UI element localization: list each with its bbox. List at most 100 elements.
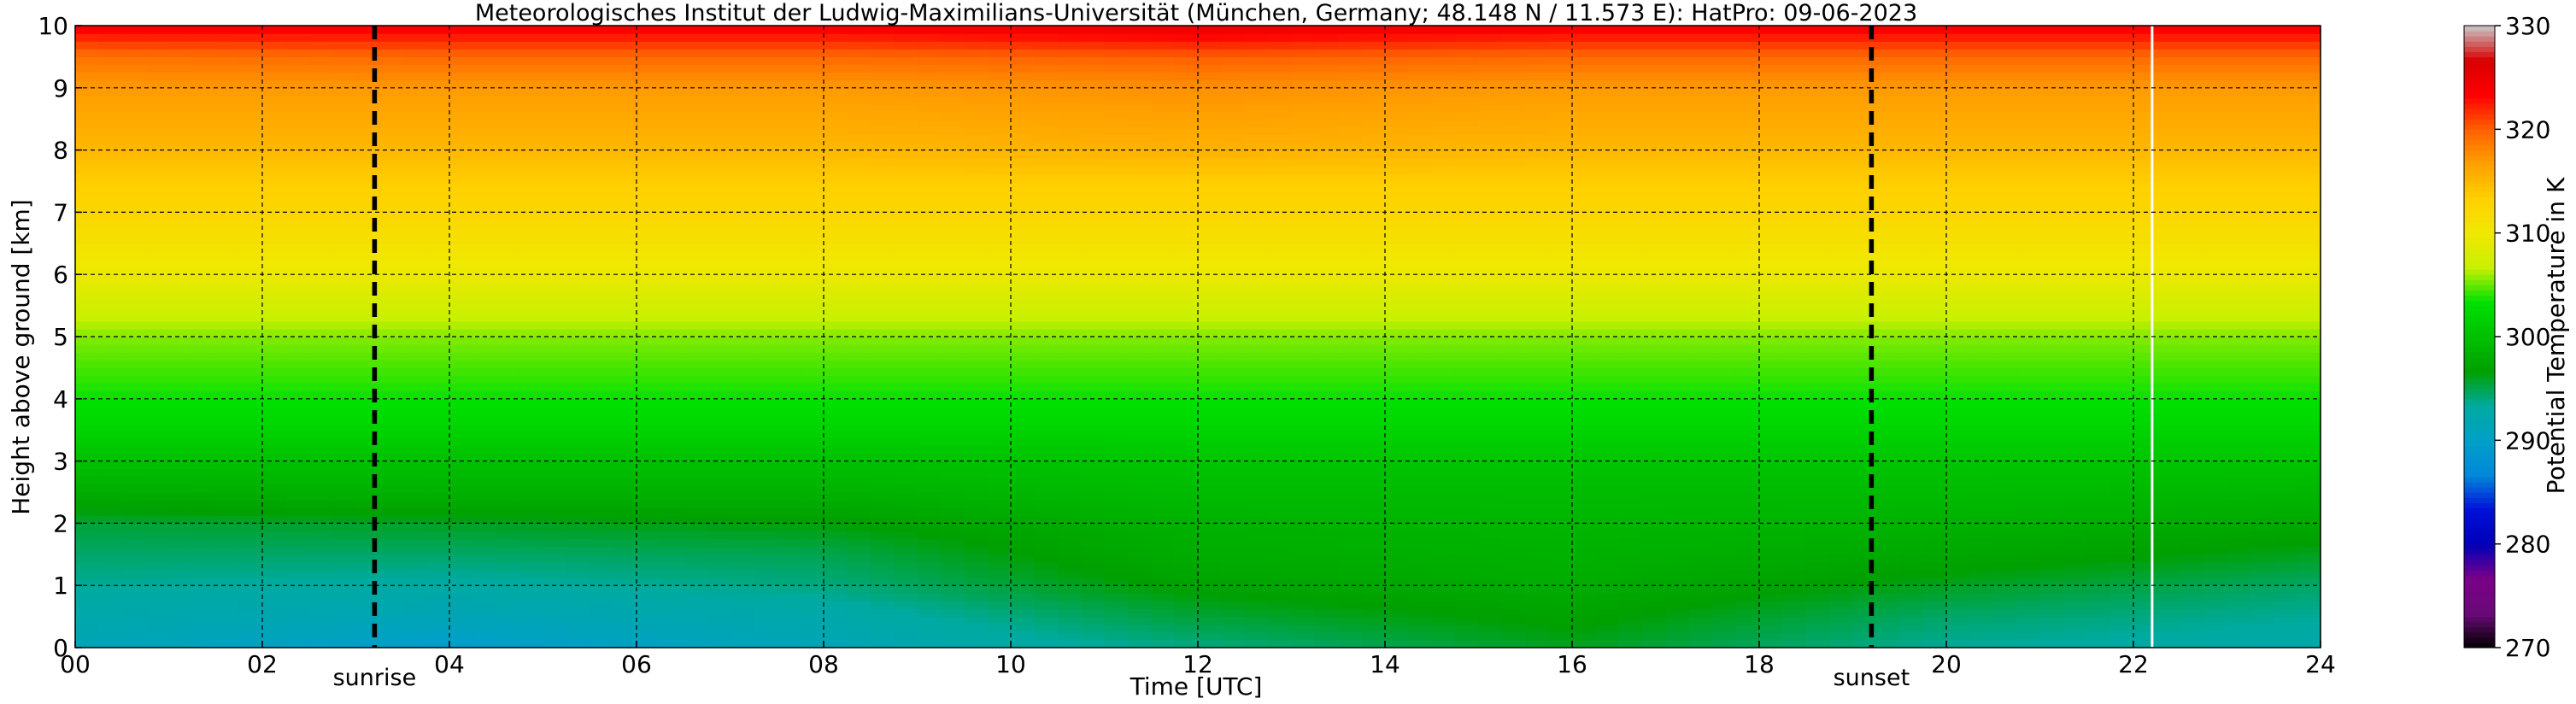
heatmap-cell [683,570,707,578]
heatmap-cell [1291,235,1316,244]
heatmap-cell [168,523,193,532]
heatmap-cell [285,561,310,571]
heatmap-cell [449,235,473,244]
heatmap-cell [800,367,824,377]
heatmap-cell [800,624,824,633]
heatmap-cell [940,546,965,555]
heatmap-cell [940,267,965,275]
heatmap-cell [121,601,146,610]
heatmap-cell [332,383,357,392]
heatmap-cell [964,64,989,73]
heatmap-cell [145,282,170,290]
heatmap-cell [215,95,240,104]
heatmap-cell [168,313,193,322]
heatmap-cell [262,305,286,314]
heatmap-cell [238,453,263,462]
heatmap-cell [285,352,310,361]
heatmap-cell [145,189,170,197]
heatmap-cell [590,375,614,384]
heatmap-cell [847,197,871,205]
heatmap-cell [637,212,660,221]
heatmap-cell [1361,126,1386,135]
heatmap-cell [1174,390,1199,400]
heatmap-cell [964,445,989,455]
heatmap-cell [1127,181,1152,190]
heatmap-cell [987,204,1012,213]
heatmap-cell [1244,437,1269,446]
heatmap-cell [1151,79,1176,89]
heatmap-cell [1151,157,1176,167]
heatmap-cell [1408,33,1433,42]
heatmap-cell [800,274,824,283]
heatmap-cell [1034,375,1059,384]
heatmap-cell [543,87,567,97]
heatmap-cell [987,212,1012,221]
heatmap-cell [730,578,754,586]
heatmap-cell [1198,383,1222,392]
heatmap-cell [940,360,965,368]
heatmap-cell [707,181,731,190]
heatmap-cell [1244,26,1269,34]
heatmap-cell [332,290,357,299]
heatmap-cell [1127,531,1152,540]
heatmap-cell [707,274,731,283]
heatmap-cell [964,305,989,314]
heatmap-cell [145,476,170,485]
heatmap-cell [1501,507,1526,516]
heatmap-cell [590,103,614,112]
heatmap-cell [1361,250,1386,260]
heatmap-cell [847,352,871,361]
heatmap-cell [1501,500,1526,508]
heatmap-cell [1291,142,1316,151]
heatmap-cell [1291,398,1316,408]
heatmap-cell [1011,445,1035,455]
heatmap-cell [1081,26,1106,34]
heatmap-cell [1385,546,1409,555]
heatmap-cell [894,142,918,151]
heatmap-cell [1525,476,1550,485]
heatmap-cell [543,570,567,578]
heatmap-cell [98,305,123,314]
heatmap-cell [519,72,544,81]
heatmap-cell [1011,150,1035,159]
heatmap-cell [1361,111,1386,120]
heatmap-cell [940,500,965,508]
heatmap-cell [543,243,567,252]
heatmap-cell [1104,126,1129,135]
heatmap-cell [1455,119,1480,127]
heatmap-cell [1408,500,1433,508]
heatmap-cell [1408,383,1433,392]
heatmap-cell [894,437,918,446]
heatmap-cell [285,173,310,182]
heatmap-cell [355,523,380,532]
heatmap-cell [1198,282,1222,290]
heatmap-cell [870,189,895,197]
heatmap-cell [777,616,801,625]
heatmap-cell [191,624,216,633]
heatmap-cell [1291,453,1316,462]
heatmap-cell [1034,546,1059,555]
heatmap-cell [637,344,660,353]
heatmap-cell [1455,26,1480,34]
heatmap-cell [964,570,989,578]
heatmap-cell [1244,56,1269,66]
heatmap-cell [519,492,544,501]
heatmap-cell [98,49,123,57]
heatmap-cell [1198,453,1222,462]
heatmap-cell [683,631,707,641]
heatmap-cell [472,87,497,97]
heatmap-cell [1314,56,1339,66]
heatmap-cell [75,157,99,167]
heatmap-cell [238,189,263,197]
heatmap-cell [1431,79,1456,89]
heatmap-cell [1478,181,1503,190]
heatmap-cell [1057,134,1082,144]
heatmap-cell [637,320,660,330]
heatmap-cell [800,500,824,508]
heatmap-cell [870,49,895,57]
heatmap-cell [1057,204,1082,213]
heatmap-cell [566,337,590,345]
heatmap-cell [285,631,310,641]
heatmap-cell [308,320,333,330]
heatmap-cell [917,631,942,641]
